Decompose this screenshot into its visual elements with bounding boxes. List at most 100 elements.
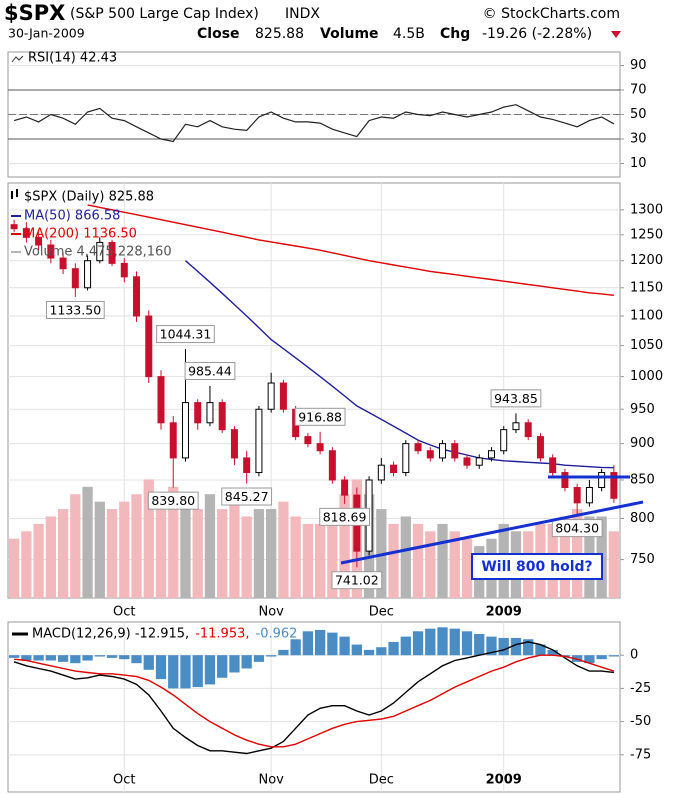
histogram-bar — [241, 655, 252, 669]
candle-body — [402, 443, 410, 474]
date: 30-Jan-2009 — [8, 26, 85, 41]
candle-body — [316, 443, 324, 452]
histogram-bar — [327, 632, 338, 656]
annotation-text: Will 800 hold? — [481, 559, 592, 575]
candle-body — [341, 479, 349, 496]
histogram-bar — [168, 655, 179, 689]
y-tick-label: 10 — [630, 156, 647, 171]
histogram-bar — [204, 655, 216, 685]
x-tick-label: 2009 — [486, 773, 522, 788]
histogram-bar — [45, 655, 56, 661]
low-label: 1133.50 — [49, 302, 101, 317]
histogram-bar — [425, 628, 436, 656]
y-tick-label: 750 — [630, 552, 655, 567]
candle-body — [120, 262, 128, 278]
candle-body — [328, 450, 336, 481]
histogram-bar — [596, 655, 607, 660]
volume-bar — [180, 501, 191, 598]
volume-bar — [57, 509, 69, 598]
volume-bar — [82, 486, 93, 598]
histogram-bar — [143, 655, 154, 670]
rsi-line — [13, 104, 615, 143]
volume-bar — [449, 531, 460, 598]
histogram-bar — [608, 655, 620, 657]
candle-body — [96, 241, 104, 262]
candle-body — [573, 486, 581, 504]
volume-bar — [461, 538, 473, 598]
histogram-bar — [94, 655, 105, 657]
panel-title: RSI(14) 42.43 — [28, 51, 117, 66]
histogram-bar — [498, 637, 509, 656]
x-tick-label: Dec — [369, 773, 394, 788]
volume-bar — [241, 516, 252, 598]
candle-body — [377, 464, 385, 481]
x-tick-label: Nov — [258, 773, 284, 788]
volume-bar — [229, 501, 240, 598]
candle-body — [451, 443, 459, 459]
histogram-bar — [192, 655, 203, 688]
candle-body — [206, 402, 214, 424]
candle-body — [475, 457, 483, 466]
copyright: © StockCharts.com — [483, 6, 620, 22]
histogram-bar — [486, 636, 497, 656]
volume-bar — [339, 494, 350, 598]
low-label: 741.02 — [335, 573, 379, 588]
candle-body — [133, 276, 141, 317]
candle-body — [243, 457, 251, 474]
high-label: 916.88 — [298, 409, 342, 424]
candle-body — [169, 422, 177, 459]
histogram-bar — [253, 655, 265, 662]
volume-bar — [278, 501, 289, 598]
volume-bar — [327, 509, 338, 598]
candle-body — [84, 260, 92, 289]
label-box — [45, 300, 105, 319]
label-box — [147, 491, 199, 510]
candle-body — [439, 443, 447, 459]
histogram-bar — [376, 647, 387, 656]
histogram-bar — [266, 655, 277, 657]
label-box — [184, 361, 236, 380]
y-tick-label: 1250 — [630, 227, 663, 242]
candle-body — [145, 315, 153, 378]
histogram-bar — [547, 649, 558, 656]
volume-bar — [143, 479, 154, 598]
volume-value: 4.5B — [393, 26, 425, 42]
volume-bar — [437, 523, 448, 598]
x-tick-label: Dec — [369, 605, 394, 620]
y-tick-label: 90 — [630, 58, 647, 73]
candle-body — [10, 224, 18, 230]
annotation-box — [471, 553, 603, 580]
histogram-bar — [388, 641, 399, 656]
candle-body — [304, 436, 312, 445]
y-tick-label: 70 — [630, 82, 647, 97]
close-label: Close — [197, 26, 240, 42]
y-tick-label: 1000 — [630, 369, 663, 384]
histogram-bar — [400, 636, 411, 656]
candle-body — [549, 457, 557, 474]
candle-body — [47, 244, 55, 259]
legend-entry: MA(50) 866.58 — [24, 209, 120, 224]
volume-bar — [33, 523, 44, 598]
histogram-bar — [131, 655, 142, 664]
candle-body — [390, 464, 398, 474]
histogram-bar — [412, 631, 424, 656]
histogram-bar — [461, 631, 473, 656]
label-box — [156, 325, 215, 344]
y-tick-label: 1100 — [630, 309, 663, 324]
volume-bar — [70, 494, 81, 598]
index-name: (S&P 500 Large Cap Index) — [70, 6, 259, 22]
volume-bar — [290, 516, 301, 598]
series-line — [14, 654, 615, 748]
annotation-layer: Will 800 hold? — [340, 475, 644, 580]
low-label: 845.27 — [225, 489, 269, 504]
label-box — [551, 519, 603, 538]
histogram-bar — [57, 655, 69, 662]
candle-body — [230, 429, 238, 459]
histogram-bar — [290, 639, 301, 656]
histogram-bar — [8, 655, 20, 658]
volume-bar — [131, 494, 142, 598]
histogram-bar — [302, 631, 314, 656]
title-icon — [11, 55, 24, 63]
high-label: 943.85 — [494, 391, 538, 406]
legend-entry: -11.953, — [195, 627, 249, 642]
